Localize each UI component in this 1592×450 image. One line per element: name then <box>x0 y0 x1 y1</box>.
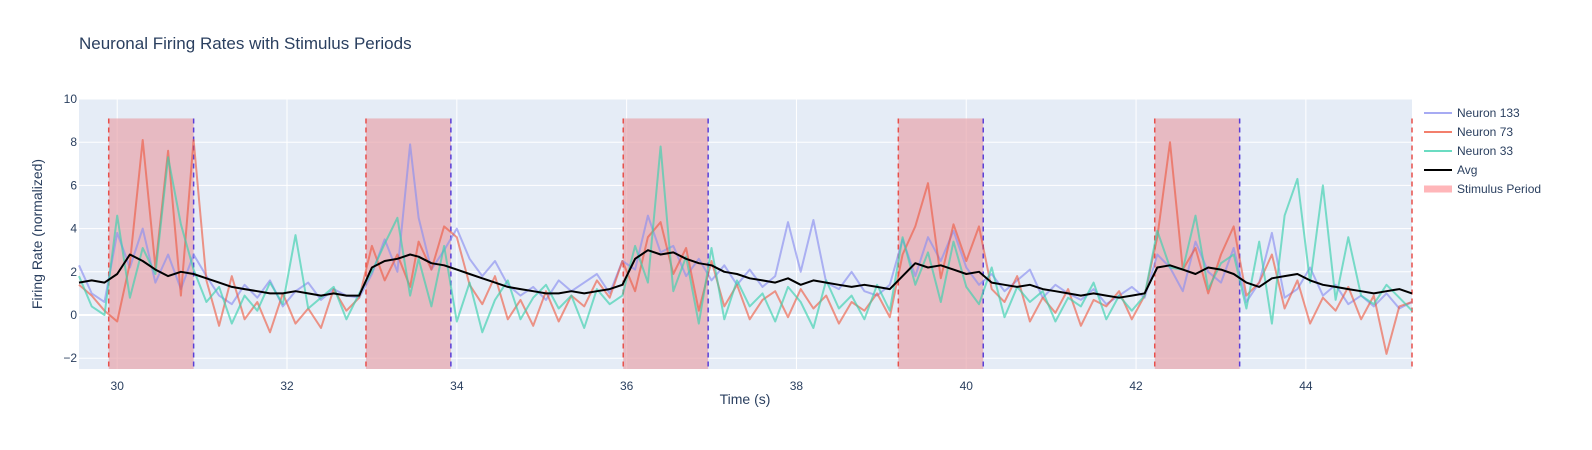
y-tick-label: 8 <box>70 135 77 149</box>
series-line-neuron-33 <box>78 145 1413 334</box>
x-axis-title: Time (s) <box>720 391 771 407</box>
legend-label: Neuron 133 <box>1457 106 1520 120</box>
x-tick-label: 36 <box>620 379 634 393</box>
x-tick-label: 38 <box>790 379 804 393</box>
series-line-avg <box>78 249 1413 299</box>
legend-label: Stimulus Period <box>1457 182 1541 196</box>
y-tick-label: 2 <box>70 265 77 279</box>
x-tick-label: 32 <box>280 379 294 393</box>
legend-label: Neuron 73 <box>1457 125 1513 139</box>
legend-label: Neuron 33 <box>1457 144 1513 158</box>
stimulus-band <box>108 118 194 369</box>
y-tick-label: 6 <box>70 178 77 192</box>
y-tick-label: −2 <box>63 351 77 365</box>
series-lines <box>78 139 1413 355</box>
x-tick-label: 34 <box>450 379 464 393</box>
legend: Neuron 133 Neuron 73 Neuron 33 Avg Stimulus … <box>1424 106 1541 196</box>
series-line-neuron-73 <box>78 139 1413 355</box>
x-tick-labels: 30 32 34 36 38 40 42 44 <box>111 379 1313 393</box>
y-tick-label: 10 <box>64 92 78 106</box>
x-tick-label: 44 <box>1299 379 1313 393</box>
chart-title: Neuronal Firing Rates with Stimulus Peri… <box>79 34 412 53</box>
y-tick-labels: −2 0 2 4 6 8 10 <box>63 92 77 365</box>
x-tick-label: 40 <box>960 379 974 393</box>
legend-label: Avg <box>1457 163 1477 177</box>
x-tick-label: 30 <box>111 379 125 393</box>
y-tick-label: 4 <box>70 222 77 236</box>
y-tick-label: 0 <box>70 308 77 322</box>
x-tick-label: 42 <box>1129 379 1143 393</box>
y-axis-title: Firing Rate (normalized) <box>29 159 45 309</box>
stimulus-band <box>898 118 984 369</box>
